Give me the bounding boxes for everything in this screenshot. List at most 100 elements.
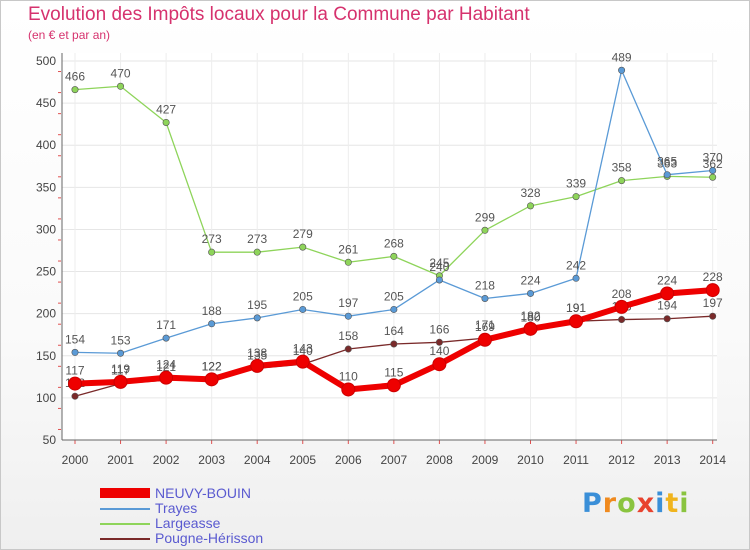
data-point-neuvy-bouin bbox=[341, 382, 356, 397]
legend-label-neuvy-bouin: NEUVY-BOUIN bbox=[155, 485, 251, 501]
x-tick-label: 2008 bbox=[426, 453, 453, 467]
x-tick-label: 2002 bbox=[153, 453, 180, 467]
data-label-trayes: 188 bbox=[202, 304, 222, 318]
data-label-largeasse: 363 bbox=[657, 156, 677, 170]
data-label-pougne-h-risson: 180 bbox=[520, 311, 540, 325]
data-label-pougne-h-risson: 194 bbox=[657, 299, 677, 313]
data-point-neuvy-bouin bbox=[159, 370, 174, 385]
data-point-pougne-h-risson bbox=[663, 315, 671, 323]
data-label-pougne-h-risson: 197 bbox=[703, 296, 723, 310]
data-point-neuvy-bouin bbox=[432, 357, 447, 372]
logo-letter: x bbox=[636, 488, 656, 519]
y-tick-label: 250 bbox=[36, 265, 56, 279]
x-tick-label: 2006 bbox=[335, 453, 362, 467]
data-point-neuvy-bouin bbox=[705, 283, 720, 298]
legend-swatch-pougne-herisson bbox=[100, 538, 150, 540]
data-point-trayes bbox=[572, 274, 580, 282]
proxiti-logo: Proxiti bbox=[582, 488, 690, 519]
data-label-pougne-h-risson: 121 bbox=[156, 360, 176, 374]
data-label-largeasse: 470 bbox=[111, 66, 131, 80]
x-tick-label: 2013 bbox=[654, 453, 681, 467]
data-label-largeasse: 427 bbox=[156, 102, 176, 116]
logo-letter: i bbox=[679, 488, 690, 519]
data-label-largeasse: 466 bbox=[65, 70, 85, 84]
data-label-pougne-h-risson: 171 bbox=[475, 318, 495, 332]
data-point-neuvy-bouin bbox=[386, 378, 401, 393]
data-label-pougne-h-risson: 117 bbox=[111, 364, 130, 378]
logo-letter: t bbox=[665, 488, 680, 519]
y-tick-label: 500 bbox=[36, 54, 56, 68]
data-point-trayes bbox=[663, 171, 671, 179]
data-point-trayes bbox=[162, 334, 170, 342]
data-label-neuvy-bouin: 191 bbox=[566, 301, 586, 315]
data-label-largeasse: 339 bbox=[566, 177, 586, 191]
data-label-neuvy-bouin: 182 bbox=[520, 309, 540, 323]
data-label-largeasse: 358 bbox=[612, 161, 632, 175]
data-label-largeasse: 328 bbox=[520, 186, 540, 200]
y-tick-label: 200 bbox=[36, 307, 56, 321]
data-label-neuvy-bouin: 140 bbox=[429, 344, 449, 358]
data-point-trayes bbox=[299, 305, 307, 313]
legend-label-largeasse: Largeasse bbox=[155, 515, 221, 531]
data-label-neuvy-bouin: 117 bbox=[65, 364, 84, 378]
data-label-trayes: 365 bbox=[657, 155, 677, 169]
y-tick-label: 400 bbox=[36, 138, 56, 152]
data-label-pougne-h-risson: 166 bbox=[429, 322, 449, 336]
y-tick-label: 50 bbox=[43, 433, 57, 447]
data-point-pougne-h-risson bbox=[435, 338, 443, 346]
y-tick-label: 450 bbox=[36, 96, 56, 110]
data-point-largeasse bbox=[618, 177, 626, 185]
logo-letter: o bbox=[617, 488, 637, 519]
data-point-pougne-h-risson bbox=[709, 312, 717, 320]
data-point-pougne-h-risson bbox=[344, 345, 352, 353]
data-label-neuvy-bouin: 119 bbox=[111, 362, 130, 376]
data-point-neuvy-bouin bbox=[113, 374, 128, 389]
data-label-trayes: 224 bbox=[520, 273, 540, 287]
y-tick-label: 350 bbox=[36, 180, 56, 194]
data-label-largeasse: 279 bbox=[293, 227, 313, 241]
data-label-trayes: 218 bbox=[475, 279, 495, 293]
data-point-largeasse bbox=[117, 82, 125, 90]
legend-label-pougne-herisson: Pougne-Hérisson bbox=[155, 530, 264, 546]
data-point-neuvy-bouin bbox=[569, 314, 584, 329]
data-point-largeasse bbox=[390, 252, 398, 260]
data-label-neuvy-bouin: 143 bbox=[293, 342, 313, 356]
y-tick-label: 100 bbox=[36, 391, 56, 405]
data-point-largeasse bbox=[299, 243, 307, 251]
legend-swatch-neuvy-bouin bbox=[100, 488, 150, 498]
data-point-trayes bbox=[709, 166, 717, 174]
data-point-largeasse bbox=[208, 248, 216, 256]
x-tick-label: 2000 bbox=[62, 453, 89, 467]
data-label-trayes: 489 bbox=[612, 50, 632, 64]
data-point-neuvy-bouin bbox=[68, 376, 82, 391]
data-point-neuvy-bouin bbox=[250, 358, 265, 373]
data-label-neuvy-bouin: 122 bbox=[202, 359, 222, 373]
data-label-neuvy-bouin: 115 bbox=[384, 365, 403, 379]
logo-letter: i bbox=[655, 488, 666, 519]
data-label-pougne-h-risson: 140 bbox=[293, 344, 313, 358]
legend-swatch-trayes bbox=[100, 508, 150, 510]
data-label-trayes: 171 bbox=[156, 318, 176, 332]
x-tick-label: 2003 bbox=[198, 453, 225, 467]
data-label-neuvy-bouin: 228 bbox=[703, 270, 723, 284]
data-label-largeasse: 273 bbox=[247, 232, 267, 246]
data-label-neuvy-bouin: 169 bbox=[475, 320, 495, 334]
data-point-largeasse bbox=[253, 248, 261, 256]
legend-label-trayes: Trayes bbox=[155, 500, 198, 516]
data-point-largeasse bbox=[162, 118, 170, 126]
data-label-pougne-h-risson: 135 bbox=[247, 348, 267, 362]
data-point-pougne-h-risson bbox=[390, 340, 398, 348]
x-tick-label: 2011 bbox=[563, 453, 589, 467]
data-point-largeasse bbox=[709, 173, 717, 181]
data-label-largeasse: 299 bbox=[475, 210, 495, 224]
x-tick-label: 2007 bbox=[380, 453, 407, 467]
data-label-pougne-h-risson: 191 bbox=[566, 301, 586, 315]
data-point-pougne-h-risson bbox=[618, 316, 626, 324]
data-label-largeasse: 273 bbox=[202, 232, 222, 246]
data-label-pougne-h-risson: 164 bbox=[384, 324, 404, 338]
y-tick-label: 300 bbox=[36, 222, 56, 236]
data-label-neuvy-bouin: 110 bbox=[339, 369, 358, 383]
data-label-trayes: 153 bbox=[111, 333, 131, 347]
data-point-largeasse bbox=[481, 226, 489, 234]
data-point-largeasse bbox=[344, 258, 352, 266]
